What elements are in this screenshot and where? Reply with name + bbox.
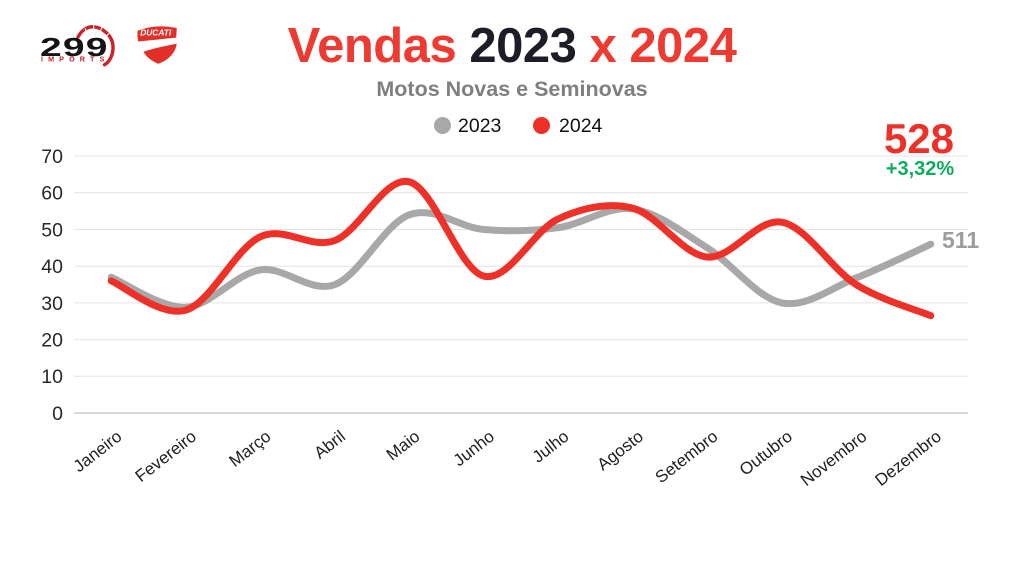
svg-text:Dezembro: Dezembro: [871, 427, 944, 490]
svg-text:Novembro: Novembro: [797, 427, 870, 490]
svg-text:Maio: Maio: [383, 427, 424, 465]
svg-text:40: 40: [41, 256, 63, 278]
svg-text:20: 20: [41, 330, 63, 352]
svg-text:50: 50: [41, 219, 63, 241]
svg-text:70: 70: [41, 146, 63, 168]
svg-text:Fevereiro: Fevereiro: [132, 427, 200, 486]
svg-text:Julho: Julho: [529, 427, 573, 467]
svg-text:IMPORTS: IMPORTS: [41, 55, 109, 64]
svg-text:299: 299: [40, 33, 109, 62]
svg-text:30: 30: [41, 293, 63, 315]
svg-text:Setembro: Setembro: [652, 427, 722, 487]
svg-text:Outubro: Outubro: [736, 427, 796, 480]
svg-text:Março: Março: [226, 427, 275, 471]
svg-text:Janeiro: Janeiro: [70, 427, 126, 476]
svg-text:0: 0: [52, 403, 63, 425]
svg-text:Abril: Abril: [310, 427, 349, 463]
svg-text:10: 10: [41, 366, 63, 388]
svg-text:60: 60: [41, 183, 63, 205]
svg-text:DUCATI: DUCATI: [140, 27, 172, 37]
svg-text:Junho: Junho: [450, 427, 498, 470]
svg-text:Agosto: Agosto: [594, 427, 647, 475]
